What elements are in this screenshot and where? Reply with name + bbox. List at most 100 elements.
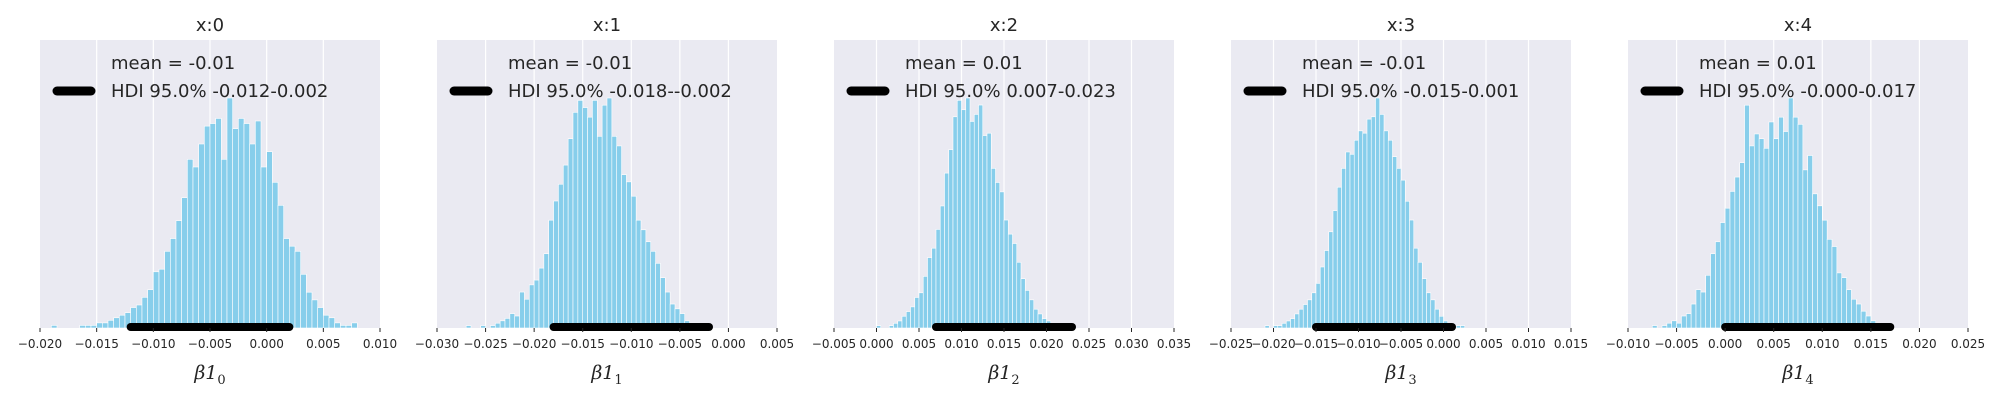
histogram-bar (914, 297, 920, 329)
histogram-bar (209, 123, 216, 329)
x-tick-label: 0.025 (1072, 337, 1106, 351)
histogram-bar (272, 182, 279, 329)
histogram-bar (170, 238, 177, 329)
histogram-bar (888, 325, 894, 329)
x-tick-label: −0.015 (561, 337, 605, 351)
histogram-bar (952, 116, 958, 329)
histogram-bar (1417, 261, 1423, 329)
histogram-bar (1724, 207, 1731, 329)
histogram-bar (1676, 322, 1682, 329)
histogram-bar (1802, 169, 1809, 329)
histogram-bar (582, 107, 588, 329)
subplot-title: x:0 (196, 15, 224, 36)
histogram-bar (198, 143, 205, 329)
histogram-bar (1012, 243, 1018, 329)
histogram-bar (1273, 325, 1279, 329)
histogram-bar (1705, 274, 1711, 329)
x-tick-label: −0.025 (463, 337, 507, 351)
subplot-title: x:1 (593, 15, 621, 36)
histogram-bar (1311, 292, 1317, 329)
subplot-title: x:2 (990, 15, 1018, 36)
histogram-bar (175, 220, 182, 329)
histogram-bar (1379, 114, 1385, 329)
histogram-bar (334, 322, 341, 329)
histogram-bar (1773, 138, 1779, 329)
histogram-bar (553, 200, 559, 329)
histogram-bar (164, 251, 171, 329)
histogram-bar (158, 268, 165, 329)
histogram-bar (215, 118, 222, 329)
histogram-bar (147, 289, 154, 329)
x-tick-label: 0.000 (711, 337, 745, 351)
histogram-bar (490, 325, 496, 329)
histogram-bar (630, 195, 637, 329)
histogram-bar (1763, 148, 1770, 329)
histogram-bar (1729, 191, 1736, 329)
histogram-bar (965, 97, 971, 329)
histogram-bar (660, 277, 666, 329)
histogram-bar (96, 322, 103, 329)
histogram-bar (51, 325, 58, 329)
histogram-bar (317, 307, 324, 329)
histogram-bar (1362, 132, 1368, 329)
histogram-bar (243, 123, 250, 329)
legend-hdi: HDI 95.0% 0.007-0.023 (905, 81, 1116, 102)
histogram-bar (1328, 231, 1334, 329)
histogram-bar (1846, 289, 1852, 329)
histogram-bar (187, 159, 194, 329)
histogram-bar (1651, 325, 1658, 329)
legend-mean: mean = -0.01 (111, 53, 235, 74)
x-tick-label: 0.020 (1029, 337, 1063, 351)
histogram-bar (1400, 179, 1406, 329)
histogram-bar (1797, 124, 1804, 329)
x-tick-label: −0.015 (1294, 337, 1338, 351)
histogram-bar (221, 159, 228, 329)
histogram-bar (1396, 168, 1402, 329)
histogram-bar (519, 291, 525, 329)
histogram-bar (587, 116, 593, 329)
histogram-bar (1817, 205, 1823, 329)
histogram-bar (918, 292, 924, 329)
x-axis-label: β10 (193, 362, 225, 388)
histogram-bar (1826, 239, 1833, 329)
subplot-4: x:4 mean = 0.01 HDI 95.0% -0.000-0.017 −0.0… (1606, 15, 1985, 388)
histogram-bar (1710, 253, 1716, 329)
histogram-bar (1392, 156, 1398, 329)
histogram-bar (226, 97, 233, 329)
x-tick-label: 0.020 (1902, 337, 1936, 351)
x-tick-label: 0.000 (859, 337, 893, 351)
subplot-3: x:3 mean = -0.01 HDI 95.0% -0.015-0.001 −0.… (1209, 15, 1588, 388)
histogram-bar (1020, 278, 1026, 329)
x-tick-label: −0.010 (1606, 337, 1650, 351)
histogram-bar (1455, 325, 1461, 329)
histogram-bar (504, 318, 511, 329)
histogram-bar (528, 284, 535, 329)
legend-mean: mean = -0.01 (1302, 53, 1426, 74)
histogram-bar (204, 125, 211, 329)
histogram-bar (1700, 291, 1707, 329)
histogram-bar (1413, 247, 1419, 329)
legend-hdi: HDI 95.0% -0.000-0.017 (1699, 81, 1916, 102)
histogram-bar (905, 311, 911, 329)
histogram-bar (1671, 320, 1677, 329)
x-axis-label: β12 (987, 362, 1019, 388)
histogram-bar (1690, 303, 1697, 329)
histogram-bar (1324, 250, 1330, 329)
histogram-bar (1298, 308, 1304, 329)
histogram-bar (1787, 97, 1794, 329)
x-tick-label: 0.010 (1511, 337, 1545, 351)
histogram-bar (1375, 97, 1381, 329)
subplot-title: x:4 (1784, 15, 1812, 36)
histogram-bar (113, 317, 120, 329)
histogram-bar (1358, 130, 1364, 329)
legend-mean: mean = -0.01 (508, 53, 632, 74)
histogram-bar (562, 164, 569, 329)
histogram-bar (480, 325, 486, 329)
histogram-bar (1768, 121, 1775, 329)
histogram-bar (1421, 278, 1427, 329)
histogram-bar (289, 245, 296, 329)
x-tick-label: −0.010 (609, 337, 653, 351)
histogram-bar (1812, 193, 1818, 329)
histogram-bar (927, 257, 933, 329)
x-tick-label: 0.010 (944, 337, 978, 351)
